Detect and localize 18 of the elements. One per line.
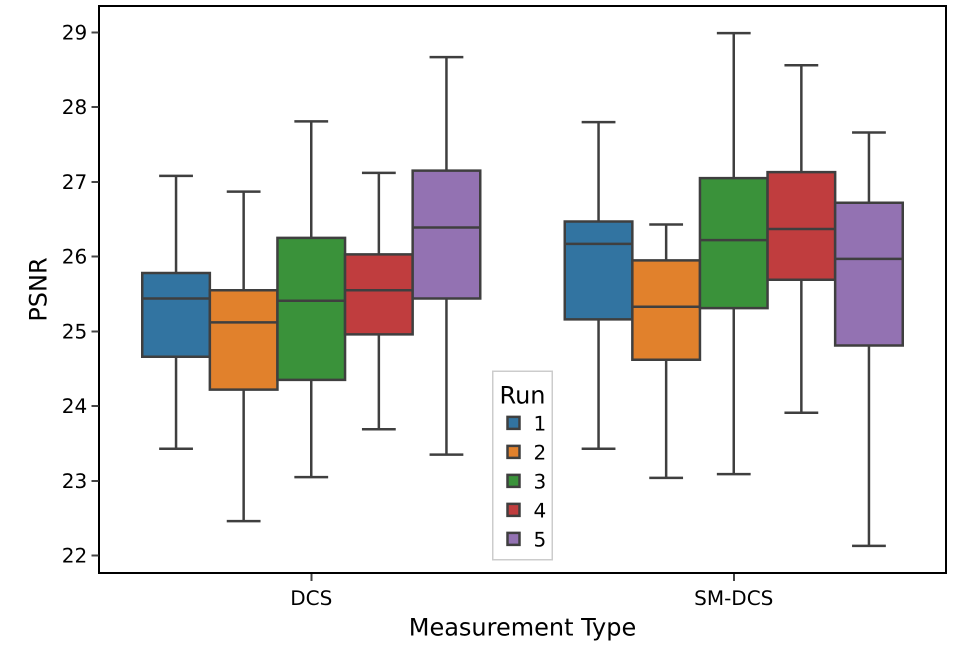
y-tick-label: 29 bbox=[62, 20, 88, 44]
y-axis-title: PSNR bbox=[24, 257, 52, 322]
x-tick-label: DCS bbox=[290, 586, 332, 610]
y-tick-label: 24 bbox=[62, 394, 88, 418]
y-tick-label: 28 bbox=[62, 95, 88, 120]
legend-label: 2 bbox=[534, 440, 546, 465]
legend-label: 5 bbox=[534, 528, 546, 552]
legend-label: 4 bbox=[534, 498, 546, 523]
y-tick-label: 25 bbox=[62, 319, 88, 344]
legend-label: 1 bbox=[534, 412, 546, 436]
legend-label: 3 bbox=[534, 470, 546, 494]
x-tick-label: SM-DCS bbox=[694, 586, 774, 610]
x-axis-title: Measurement Type bbox=[408, 614, 636, 642]
y-tick-label: 23 bbox=[62, 468, 88, 493]
y-tick-label: 26 bbox=[62, 244, 88, 269]
legend-title: Run bbox=[499, 381, 546, 410]
y-tick-label: 22 bbox=[62, 544, 88, 568]
y-tick-label: 27 bbox=[62, 170, 88, 194]
